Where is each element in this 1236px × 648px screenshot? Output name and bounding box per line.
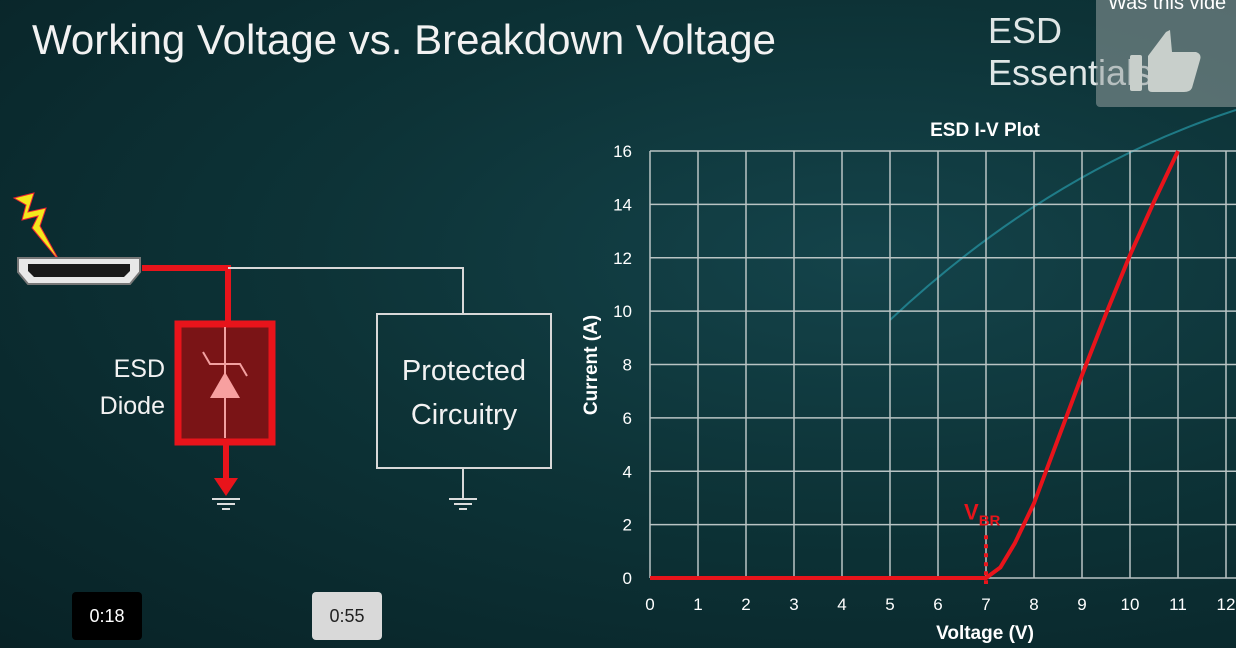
vbr-label: VBR: [964, 499, 1001, 529]
zener-diode-icon: [210, 372, 240, 398]
hdmi-port-icon: [17, 257, 141, 285]
y-tick-label: 0: [623, 569, 632, 588]
x-axis-label: Voltage (V): [936, 623, 1034, 644]
x-tick-label: 11: [1169, 595, 1187, 614]
protected-circuitry-box: [376, 313, 552, 469]
thumbs-up-icon[interactable]: [1096, 0, 1236, 107]
x-tick-label: 4: [837, 595, 846, 614]
x-tick-label: 8: [1029, 595, 1038, 614]
feedback-panel[interactable]: [1096, 0, 1236, 107]
x-tick-label: 12: [1217, 595, 1236, 614]
y-tick-label: 10: [613, 302, 632, 321]
y-tick-label: 16: [613, 142, 632, 161]
x-tick-label: 6: [933, 595, 942, 614]
lightning-icon: [12, 192, 61, 263]
ground-icon: [449, 498, 477, 510]
y-tick-label: 14: [613, 195, 632, 214]
protected-label-2: Circuitry: [411, 399, 518, 431]
x-tick-label: 2: [741, 595, 750, 614]
current-time-badge: 0:18: [72, 592, 142, 640]
x-tick-label: 3: [789, 595, 798, 614]
y-tick-label: 12: [613, 249, 632, 268]
diode-label-1: ESD: [114, 355, 165, 383]
hover-time-tooltip: 0:55: [312, 592, 382, 640]
feedback-prompt: Was this vide: [1108, 0, 1227, 14]
x-tick-label: 0: [645, 595, 654, 614]
y-tick-label: 8: [623, 356, 632, 375]
y-tick-label: 6: [623, 409, 632, 428]
y-axis-label: Current (A): [581, 315, 602, 415]
x-tick-label: 5: [885, 595, 894, 614]
diode-label-2: Diode: [100, 392, 165, 420]
slide-title: Working Voltage vs. Breakdown Voltage: [32, 16, 777, 63]
x-tick-label: 10: [1121, 595, 1140, 614]
y-tick-label: 2: [623, 516, 632, 535]
protected-label-1: Protected: [402, 355, 526, 387]
iv-curve: [650, 150, 1180, 580]
chart-title: ESD I-V Plot: [930, 120, 1040, 141]
x-tick-label: 7: [981, 595, 990, 614]
x-tick-label: 9: [1077, 595, 1086, 614]
ground-icon: [212, 498, 240, 510]
x-tick-label: 1: [693, 595, 702, 614]
y-tick-label: 4: [623, 462, 632, 481]
